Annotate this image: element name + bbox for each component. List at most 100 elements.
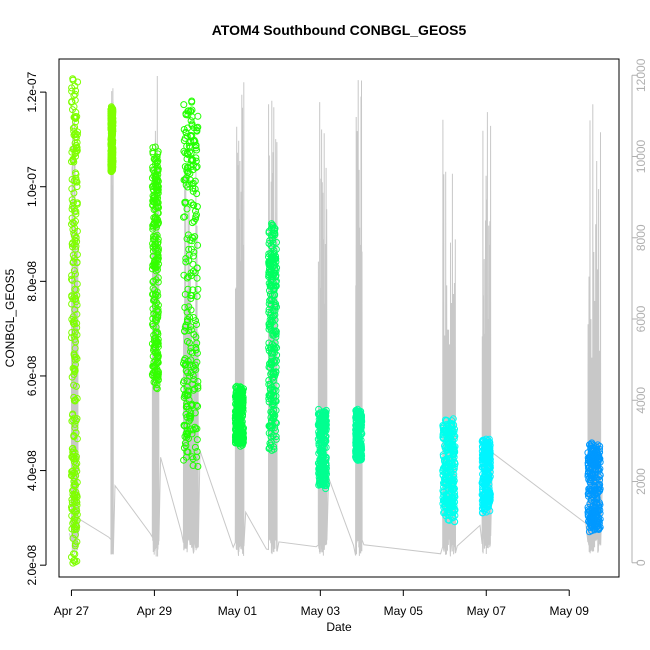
x-tick-label: May 01 [218, 604, 258, 618]
data-point [188, 349, 196, 357]
data-point [72, 481, 80, 489]
data-point [591, 526, 598, 534]
data-point [70, 127, 78, 135]
data-point [191, 409, 199, 417]
data-point [193, 203, 201, 211]
data-point [68, 185, 76, 193]
data-point [267, 300, 275, 308]
data-point [72, 113, 79, 120]
data-point [592, 466, 599, 474]
data-point [151, 293, 159, 300]
data-point [154, 165, 162, 173]
data-point [154, 183, 162, 191]
data-point [486, 491, 494, 499]
data-point [193, 274, 201, 282]
data-point [447, 484, 455, 492]
data-point [72, 270, 79, 278]
data-point [181, 213, 189, 221]
data-point [592, 506, 600, 514]
data-point [69, 124, 77, 132]
data-point [73, 258, 81, 266]
data-point [266, 424, 274, 432]
data-point [190, 252, 197, 260]
data-point [189, 234, 197, 242]
data-point [184, 168, 192, 176]
data-point [69, 76, 77, 84]
data-point [272, 433, 280, 441]
data-point [448, 420, 456, 427]
data-point [183, 142, 191, 150]
point-series-5 [265, 220, 281, 454]
data-point [70, 523, 78, 531]
data-point [72, 453, 80, 461]
data-point [72, 245, 80, 253]
data-point [182, 410, 190, 418]
data-point [183, 316, 191, 323]
data-point [149, 235, 157, 243]
data-point [193, 292, 201, 300]
data-point [69, 470, 76, 478]
data-point [181, 304, 189, 311]
data-point [73, 324, 81, 332]
data-point [152, 384, 160, 392]
data-point [320, 453, 328, 461]
data-point [68, 98, 76, 106]
data-point [587, 514, 595, 522]
data-point [107, 134, 115, 142]
data-point [270, 445, 278, 453]
data-point [316, 445, 324, 453]
data-point [72, 508, 80, 516]
point-series-1 [107, 103, 117, 176]
y-tick-label: 2.0e-08 [25, 545, 39, 586]
data-point [481, 481, 489, 488]
data-point [72, 242, 80, 250]
data-point [271, 302, 279, 309]
data-point [439, 467, 447, 475]
data-point [190, 248, 198, 256]
point-series-9 [478, 435, 494, 517]
data-point [451, 448, 459, 456]
data-point [183, 430, 191, 438]
data-point [483, 499, 491, 507]
data-point [180, 356, 188, 364]
y-axis-left: 2.0e-08 4.0e-08 6.0e-08 8.0e-08 1.0e-07 1.2e-… [25, 71, 47, 586]
data-point [68, 220, 75, 228]
data-point [232, 436, 239, 444]
data-point [107, 165, 115, 173]
data-point [107, 157, 115, 165]
data-point [153, 244, 160, 252]
data-point [237, 422, 245, 430]
data-point [271, 329, 279, 337]
data-point [70, 92, 78, 99]
data-point [152, 316, 160, 324]
data-point [70, 332, 78, 340]
data-point [68, 329, 76, 336]
data-point [151, 363, 159, 371]
data-point [266, 323, 274, 331]
data-point [187, 369, 195, 376]
data-point [590, 447, 598, 455]
data-point [180, 385, 188, 393]
data-point [266, 316, 274, 324]
data-point [192, 141, 200, 149]
data-point [187, 295, 195, 302]
data-point [154, 253, 162, 261]
data-point [440, 488, 447, 496]
data-point [107, 129, 115, 137]
data-point [152, 337, 160, 344]
data-point [107, 153, 115, 161]
data-point [154, 308, 162, 316]
data-point [184, 150, 191, 158]
x-axis: Apr 27 Apr 29 May 01 May 03 May 05 May 07 May … [54, 589, 589, 618]
data-point [69, 156, 77, 164]
point-series-8 [439, 415, 459, 526]
data-point [183, 205, 191, 213]
altitude-trace [68, 75, 603, 557]
data-point [182, 198, 190, 206]
data-point [449, 415, 457, 423]
data-point [154, 209, 162, 217]
data-point [154, 370, 162, 378]
data-point [183, 422, 191, 430]
y-axis-title: CONBGL_GEOS5 [3, 268, 17, 367]
